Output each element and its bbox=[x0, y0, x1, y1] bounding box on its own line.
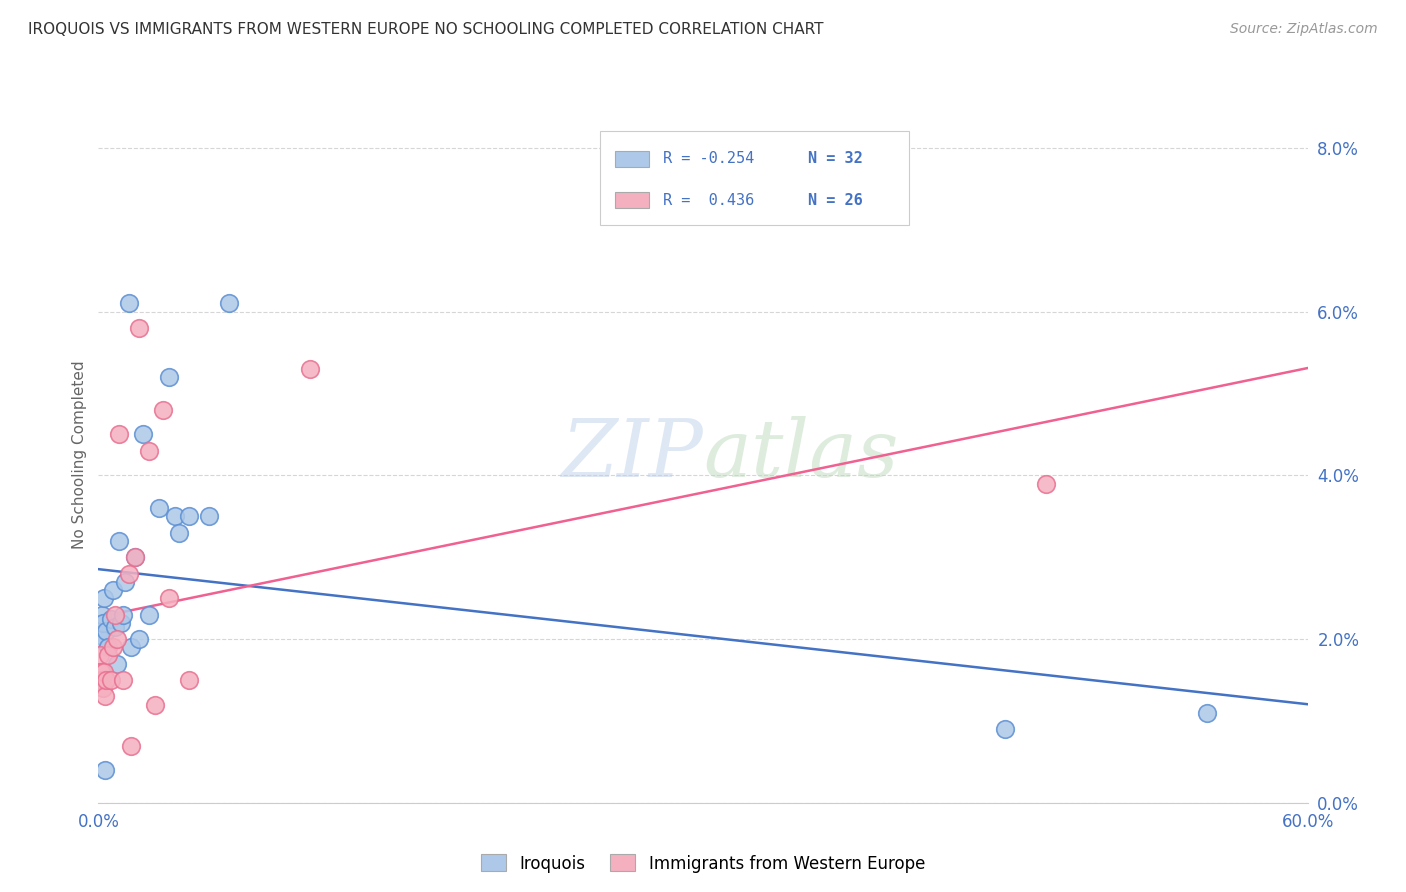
Point bbox=[148, 501, 170, 516]
Point bbox=[1035, 476, 1057, 491]
Point bbox=[198, 509, 221, 524]
Point bbox=[107, 427, 129, 442]
Point bbox=[97, 648, 120, 663]
Y-axis label: No Schooling Completed: No Schooling Completed bbox=[72, 360, 87, 549]
Legend: Iroquois, Immigrants from Western Europe: Iroquois, Immigrants from Western Europe bbox=[474, 847, 932, 880]
Point bbox=[124, 550, 146, 565]
Point bbox=[994, 722, 1017, 736]
Point bbox=[114, 574, 136, 589]
Bar bbox=[614, 151, 648, 167]
Point bbox=[179, 673, 201, 687]
Point bbox=[101, 582, 124, 597]
Point bbox=[152, 403, 174, 417]
Point bbox=[94, 690, 117, 704]
Text: N = 32: N = 32 bbox=[808, 152, 863, 167]
Point bbox=[101, 640, 124, 655]
Point bbox=[118, 566, 141, 581]
Point bbox=[179, 509, 201, 524]
Point bbox=[143, 698, 166, 712]
Point bbox=[105, 632, 128, 646]
Point bbox=[93, 615, 115, 630]
Point bbox=[103, 607, 125, 622]
Bar bbox=[614, 192, 648, 209]
Point bbox=[111, 607, 134, 622]
Point bbox=[124, 550, 146, 565]
Point bbox=[91, 607, 114, 622]
Point bbox=[100, 673, 122, 687]
Point bbox=[90, 665, 112, 679]
Point bbox=[157, 591, 180, 606]
Point bbox=[94, 763, 117, 777]
Point bbox=[138, 607, 160, 622]
Point bbox=[132, 427, 155, 442]
Point bbox=[89, 624, 111, 638]
Point bbox=[111, 673, 134, 687]
Point bbox=[93, 681, 115, 696]
Point bbox=[118, 296, 141, 310]
Point bbox=[96, 673, 118, 687]
Text: Source: ZipAtlas.com: Source: ZipAtlas.com bbox=[1230, 22, 1378, 37]
Text: N = 26: N = 26 bbox=[808, 193, 863, 208]
Point bbox=[120, 640, 142, 655]
Point bbox=[218, 296, 240, 310]
Point bbox=[105, 657, 128, 671]
Point bbox=[89, 673, 111, 687]
Point bbox=[167, 525, 190, 540]
Point bbox=[97, 640, 120, 655]
Point bbox=[163, 509, 186, 524]
Point bbox=[299, 362, 322, 376]
Point bbox=[120, 739, 142, 753]
Point bbox=[100, 612, 122, 626]
Text: R =  0.436: R = 0.436 bbox=[664, 193, 755, 208]
Point bbox=[157, 370, 180, 384]
Point bbox=[128, 632, 150, 646]
Point bbox=[103, 620, 125, 634]
FancyBboxPatch shape bbox=[600, 131, 908, 226]
Point bbox=[1195, 706, 1218, 720]
Point bbox=[93, 591, 115, 606]
Text: atlas: atlas bbox=[703, 417, 898, 493]
Point bbox=[89, 628, 111, 642]
Point bbox=[89, 648, 111, 663]
Text: ZIP: ZIP bbox=[561, 417, 703, 493]
Point bbox=[138, 443, 160, 458]
Point bbox=[90, 632, 112, 646]
Point bbox=[110, 615, 132, 630]
Point bbox=[128, 321, 150, 335]
Text: IROQUOIS VS IMMIGRANTS FROM WESTERN EUROPE NO SCHOOLING COMPLETED CORRELATION CH: IROQUOIS VS IMMIGRANTS FROM WESTERN EURO… bbox=[28, 22, 824, 37]
Point bbox=[107, 533, 129, 548]
Point bbox=[91, 673, 114, 687]
Point bbox=[93, 665, 115, 679]
Point bbox=[96, 624, 118, 638]
Text: R = -0.254: R = -0.254 bbox=[664, 152, 755, 167]
